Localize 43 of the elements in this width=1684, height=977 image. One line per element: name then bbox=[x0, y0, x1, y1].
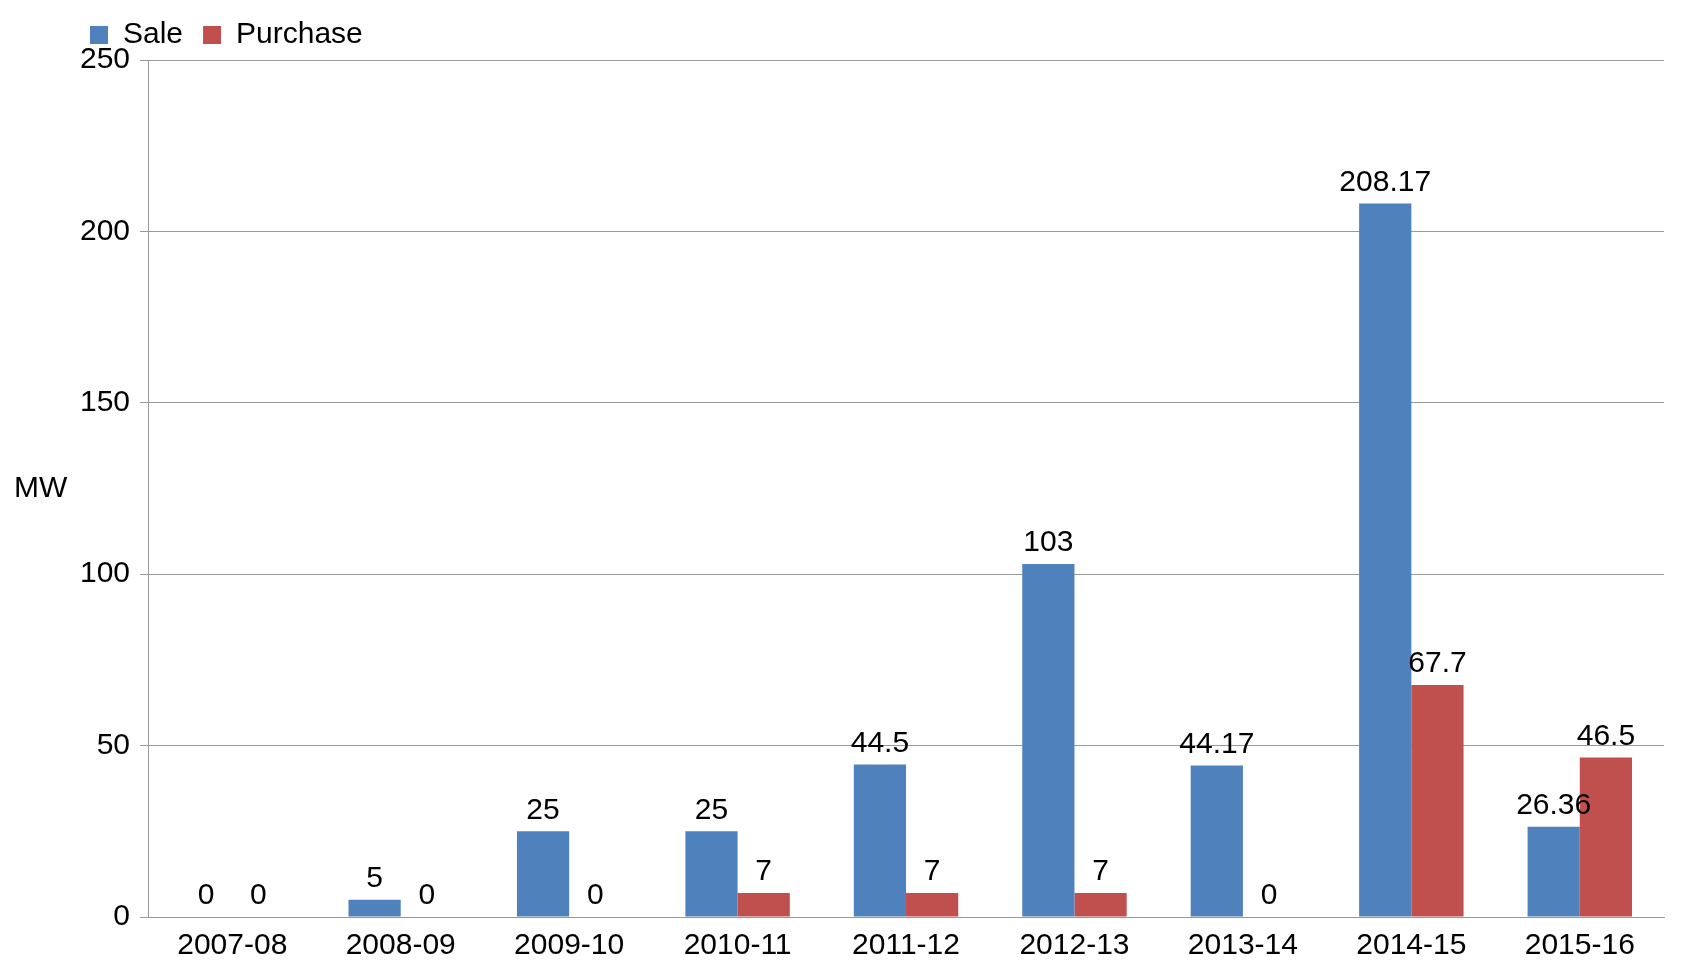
data-label: 0 bbox=[197, 877, 215, 911]
data-label: 208.17 bbox=[1339, 163, 1432, 197]
bar bbox=[737, 893, 790, 917]
bar bbox=[853, 764, 907, 917]
data-label: 103 bbox=[1023, 524, 1074, 558]
x-tick-label: 2011-12 bbox=[852, 927, 960, 961]
y-tick-label: 0 bbox=[113, 898, 131, 932]
data-label: 7 bbox=[1092, 853, 1109, 887]
bar bbox=[685, 831, 738, 917]
bar bbox=[1527, 826, 1580, 917]
bar bbox=[1190, 765, 1243, 917]
data-label: 0 bbox=[250, 877, 267, 911]
data-label: 44.5 bbox=[850, 724, 910, 758]
data-label: 7 bbox=[755, 853, 773, 887]
x-tick-label: 2007-08 bbox=[177, 927, 288, 961]
data-label: 7 bbox=[923, 853, 941, 887]
x-tick-label: 2012-13 bbox=[1019, 927, 1130, 961]
x-tick-label: 2014-15 bbox=[1356, 927, 1467, 961]
y-tick-label: 50 bbox=[96, 726, 131, 760]
y-tick-label: 100 bbox=[79, 555, 131, 589]
bar bbox=[906, 893, 959, 917]
x-tick-label: 2013-14 bbox=[1187, 927, 1298, 961]
y-tick-label: 150 bbox=[79, 384, 131, 418]
bar bbox=[1022, 563, 1075, 917]
data-label: 44.17 bbox=[1179, 725, 1255, 759]
legend-label: Purchase bbox=[236, 16, 363, 50]
bar bbox=[1074, 893, 1127, 917]
bar bbox=[516, 831, 570, 917]
x-tick-label: 2010-11 bbox=[683, 927, 792, 961]
data-label: 25 bbox=[694, 791, 729, 825]
x-tick-label: 2008-09 bbox=[345, 927, 456, 961]
x-tick-label: 2009-10 bbox=[514, 927, 625, 961]
bar bbox=[348, 899, 401, 917]
y-tick-label: 200 bbox=[79, 212, 131, 246]
data-label: 5 bbox=[366, 860, 383, 894]
data-label: 0 bbox=[586, 877, 604, 911]
x-tick-label: 2015-16 bbox=[1524, 927, 1635, 961]
data-label: 0 bbox=[1260, 877, 1278, 911]
data-label: 25 bbox=[526, 791, 560, 825]
data-label: 0 bbox=[418, 877, 436, 911]
data-label: 46.5 bbox=[1576, 717, 1636, 751]
bar bbox=[1411, 684, 1464, 917]
y-axis-title: MW bbox=[14, 469, 68, 503]
